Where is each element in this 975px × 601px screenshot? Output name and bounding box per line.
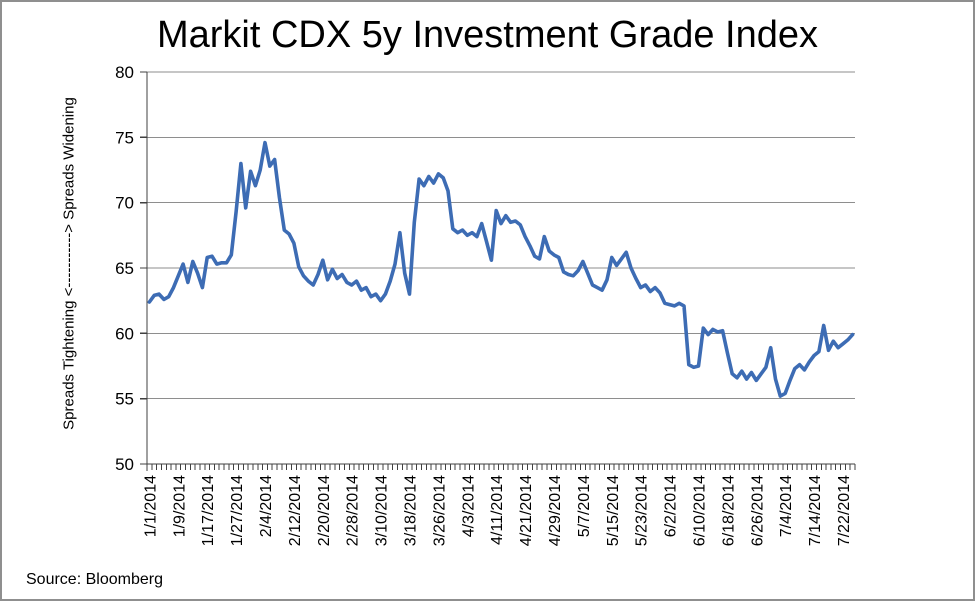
x-tick-label: 6/18/2014 xyxy=(720,475,737,546)
x-tick-label: 5/15/2014 xyxy=(605,475,622,546)
x-tick-label: 4/21/2014 xyxy=(518,475,535,546)
x-tick-label: 3/26/2014 xyxy=(431,475,448,546)
x-tick-label: 4/29/2014 xyxy=(547,475,564,546)
x-tick-label: 6/26/2014 xyxy=(749,475,766,546)
x-tick-label: 5/23/2014 xyxy=(634,475,651,546)
x-tick-label: 1/9/2014 xyxy=(171,475,188,537)
y-tick-label: 60 xyxy=(115,324,134,343)
x-tick-label: 6/2/2014 xyxy=(663,475,680,537)
x-tick-label: 1/27/2014 xyxy=(229,475,246,546)
x-tick-label: 4/11/2014 xyxy=(489,475,506,545)
x-tick-label: 1/17/2014 xyxy=(200,475,217,546)
x-tick-label: 2/4/2014 xyxy=(258,475,275,537)
x-tick-label: 4/3/2014 xyxy=(460,475,477,537)
x-tick-label: 7/4/2014 xyxy=(778,475,795,537)
data-series-line xyxy=(147,140,855,398)
x-tick-label: 2/12/2014 xyxy=(287,475,304,546)
x-tick-label: 7/22/2014 xyxy=(836,475,853,546)
x-tick-label: 7/14/2014 xyxy=(807,475,824,546)
y-tick-label: 65 xyxy=(115,259,134,278)
x-tick-label: 5/7/2014 xyxy=(576,475,593,537)
y-tick-label: 70 xyxy=(115,194,134,213)
y-tick-label: 75 xyxy=(115,128,134,147)
x-tick-label: 3/18/2014 xyxy=(403,475,420,546)
x-tick-label: 1/1/2014 xyxy=(142,475,159,537)
y-tick-label: 80 xyxy=(115,63,134,82)
x-tick-label: 6/10/2014 xyxy=(692,475,709,546)
x-tick-label: 2/28/2014 xyxy=(345,475,362,546)
chart-title: Markit CDX 5y Investment Grade Index xyxy=(156,14,819,56)
source-note: Source: Bloomberg xyxy=(26,571,163,588)
x-tick-label: 2/20/2014 xyxy=(316,475,333,546)
y-tick-label: 55 xyxy=(115,390,134,409)
x-tick-label: 3/10/2014 xyxy=(374,475,391,546)
y-tick-label: 50 xyxy=(115,455,134,474)
